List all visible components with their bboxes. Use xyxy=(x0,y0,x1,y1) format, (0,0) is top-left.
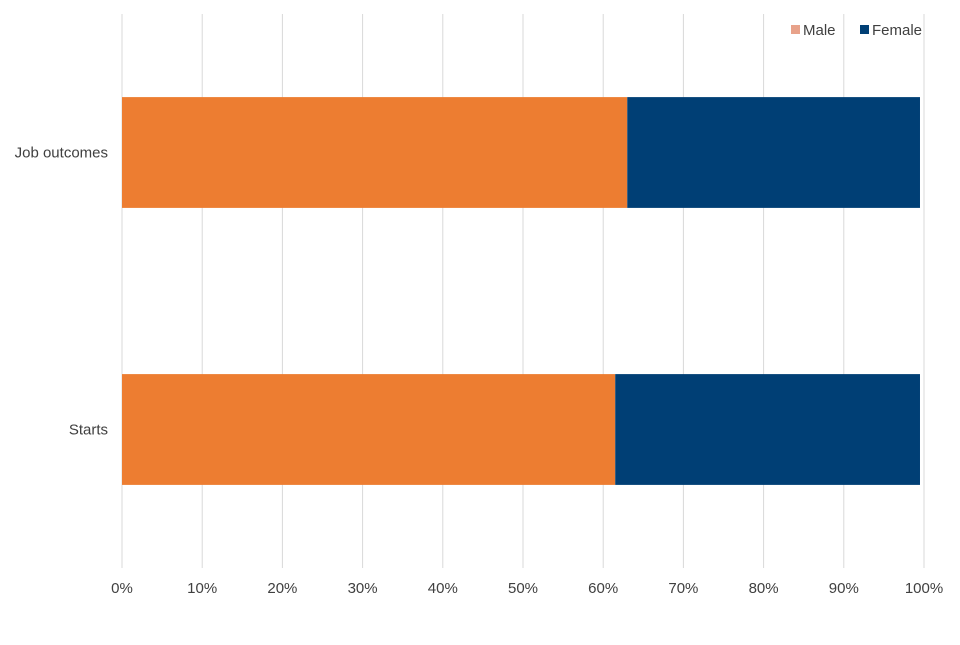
bar-female-job-outcomes xyxy=(627,97,920,208)
x-tick-label: 10% xyxy=(187,580,217,597)
x-tick-label: 0% xyxy=(111,580,133,597)
category-label: Job outcomes xyxy=(15,145,108,162)
legend-label-male: Male xyxy=(803,22,836,39)
x-tick-label: 20% xyxy=(267,580,297,597)
bars xyxy=(122,97,920,485)
y-axis-category-labels: Job outcomes Starts xyxy=(15,145,108,439)
legend: Male Female xyxy=(791,22,922,39)
x-tick-label: 40% xyxy=(428,580,458,597)
bar-male-starts xyxy=(122,374,616,485)
bar-male-job-outcomes xyxy=(122,97,628,208)
x-tick-label: 50% xyxy=(508,580,538,597)
x-axis-tick-labels: 0% 10% 20% 30% 40% 50% 60% 70% 80% 90% 100% xyxy=(111,580,943,597)
x-tick-label: 70% xyxy=(668,580,698,597)
x-tick-label: 60% xyxy=(588,580,618,597)
bar-female-starts xyxy=(615,374,920,485)
legend-label-female: Female xyxy=(872,22,922,39)
legend-swatch-female xyxy=(860,25,869,34)
x-tick-label: 80% xyxy=(749,580,779,597)
x-tick-label: 90% xyxy=(829,580,859,597)
x-tick-label: 30% xyxy=(348,580,378,597)
legend-swatch-male xyxy=(791,25,800,34)
x-tick-label: 100% xyxy=(905,580,943,597)
category-label: Starts xyxy=(69,422,108,439)
